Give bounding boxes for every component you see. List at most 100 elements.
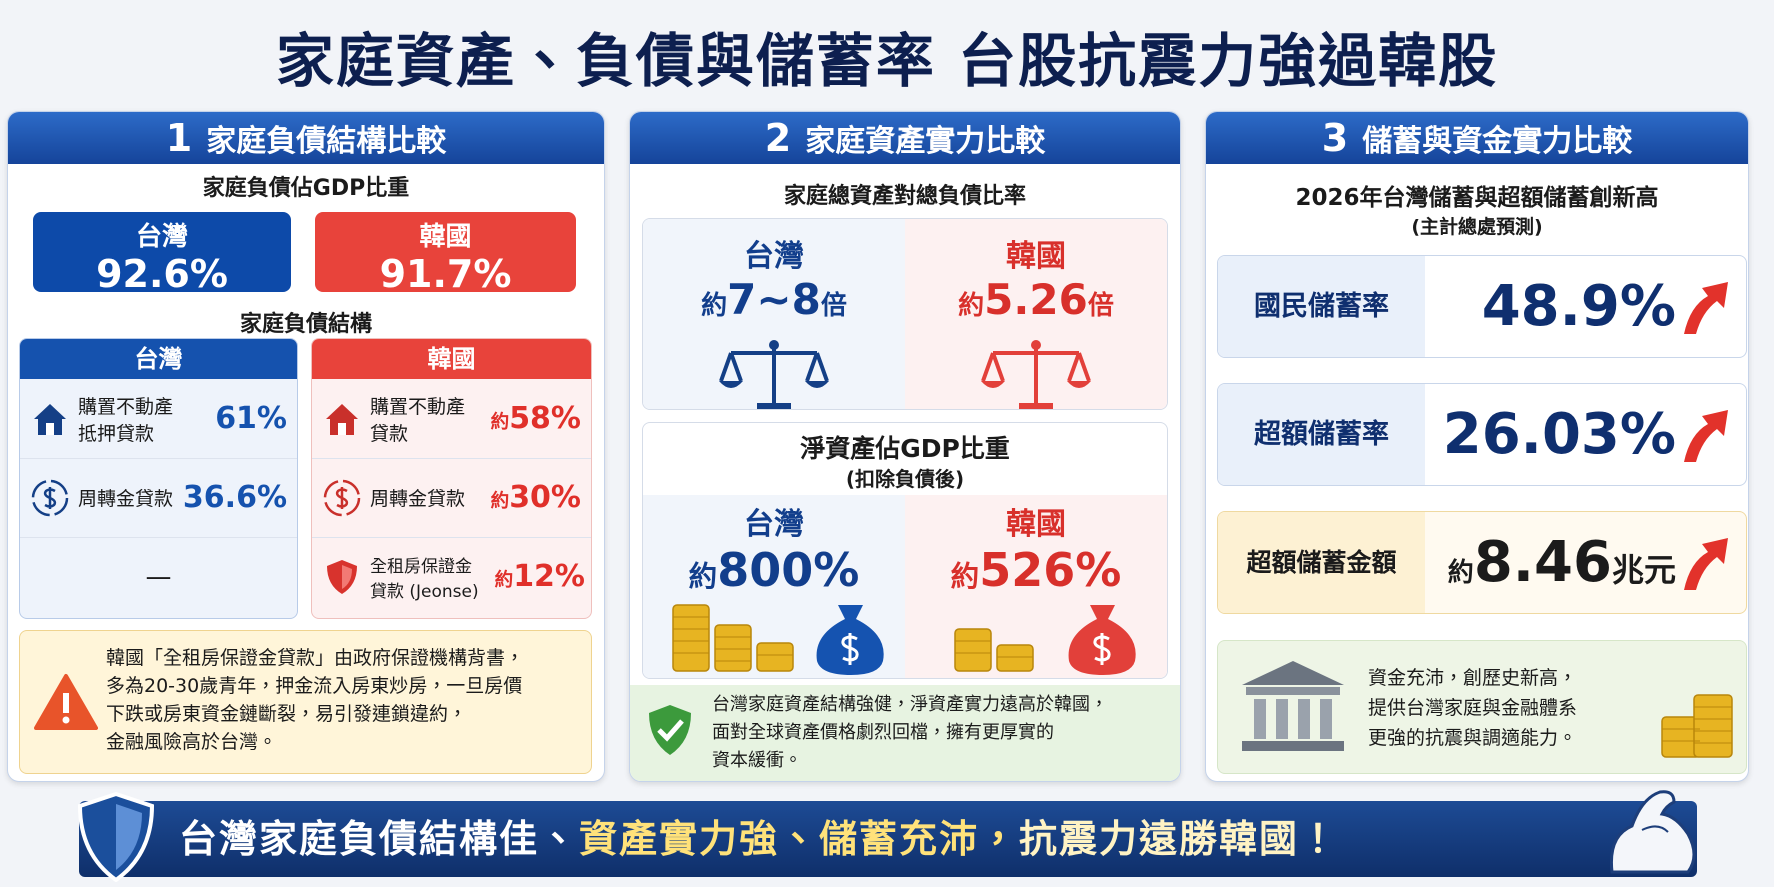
gdp-value: 92.6%: [96, 252, 228, 296]
dollar-icon: [31, 479, 69, 517]
value: 58%: [509, 401, 581, 436]
bank-icon: [1242, 661, 1344, 751]
column-header: 韓國: [312, 339, 591, 379]
value-prefix: 約: [701, 291, 728, 321]
page-title: 家庭資產、負債與儲蓄率 台股抗震力強過韓股: [275, 27, 1499, 95]
debt-item: 周轉金貸款 36.6%: [20, 458, 297, 538]
note-line: 台灣家庭資產結構強健，淨資產實力遠高於韓國，: [712, 694, 1108, 715]
ratio-value: 約5.26倍: [905, 275, 1167, 331]
savings-metric: 國民儲蓄率 48.9%: [1217, 255, 1747, 358]
value-prefix: 約: [490, 491, 510, 512]
value: 8.46: [1473, 530, 1612, 595]
note-line: 韓國「全租房保證金貸款」由政府保證機構背書，: [106, 647, 525, 669]
country: 台灣: [744, 239, 804, 274]
net-half: 韓國 約526%: [905, 495, 1167, 678]
item-label: —: [145, 561, 172, 592]
item-label: 貸款 (Jeonse): [370, 581, 479, 602]
metric-label: 超額儲蓄金額: [1218, 512, 1425, 613]
value: 30%: [509, 480, 581, 515]
coins-icon: [1661, 694, 1733, 758]
warning-icon: [34, 674, 98, 730]
coins-bag-icon: [954, 605, 1136, 675]
item-label: 貸款: [370, 422, 409, 445]
section-title: 家庭總資產對總負債比率: [783, 184, 1026, 209]
check-shield-icon: [649, 705, 691, 755]
note-line: 資本緩衝。: [712, 750, 802, 771]
item-value: 約58%: [491, 379, 581, 458]
value-prefix: 約: [490, 412, 510, 433]
column-header: 台灣: [20, 339, 297, 379]
note-text: 資金充沛，創歷史新高， 提供台灣家庭與金融體系 更強的抗震與調適能力。: [1368, 663, 1577, 753]
metric-label: 國民儲蓄率: [1218, 256, 1425, 357]
debt-item: —: [20, 537, 297, 616]
note-line: 金融風險高於台灣。: [106, 731, 278, 753]
metric-value: 26.03%: [1442, 402, 1676, 467]
dollar-icon: [323, 479, 361, 517]
note-line: 資金充沛，創歷史新高，: [1368, 667, 1578, 689]
value: 12%: [513, 559, 585, 594]
panel-savings: 3 儲蓄與資金實力比較 2026年台灣儲蓄與超額儲蓄創新高 (主計總處預測) 國民…: [1205, 111, 1749, 782]
banner-shield-icon: [77, 792, 155, 882]
house-icon: [34, 404, 66, 435]
savings-metric: 超額儲蓄金額 約8.46兆元: [1217, 511, 1747, 614]
section-subtitle: (主計總處預測): [1411, 216, 1543, 238]
note-line: 多為20-30歲青年，押金流入房東炒房，一旦房價: [106, 675, 523, 697]
panel-heading: 家庭負債結構比較: [206, 124, 447, 159]
metric-label: 超額儲蓄率: [1218, 384, 1425, 485]
ratio-half: 韓國 約5.26倍: [905, 219, 1167, 409]
net-assets-compare: 台灣 約800% 韓國 約526%: [643, 495, 1167, 678]
country: 韓國: [1006, 239, 1066, 274]
value-prefix: 約: [950, 560, 980, 593]
note-text: 韓國「全租房保證金貸款」由政府保證機構背書， 多為20-30歲青年，押金流入房東…: [106, 644, 524, 756]
value-suffix: 倍: [1087, 291, 1114, 321]
note-line: 提供台灣家庭與金融體系: [1368, 697, 1578, 719]
net-value: 約800%: [643, 543, 905, 604]
up-arrow-icon: [1684, 410, 1728, 462]
ratio-value: 約7~8倍: [643, 275, 905, 331]
value-prefix: 約: [958, 291, 985, 321]
item-value: 36.6%: [182, 480, 287, 515]
banner-segment: 抗震力遠勝韓國！: [1019, 817, 1340, 861]
ratio-half: 台灣 約7~8倍: [643, 219, 907, 409]
panel-number: 3: [1321, 116, 1349, 160]
coins-bag-icon: [672, 604, 884, 675]
section-title: 家庭負債佔GDP比重: [202, 176, 410, 201]
shield-icon: [327, 560, 357, 594]
panel-header: 1 家庭負債結構比較: [8, 112, 604, 164]
scales-icon: [981, 340, 1091, 409]
panel-header: 3 儲蓄與資金實力比較: [1206, 112, 1748, 164]
value-prefix: 約: [1447, 558, 1474, 588]
item-label: 購置不動產: [78, 395, 174, 418]
panel-assets: 2 家庭資產實力比較 家庭總資產對總負債比率 台灣 約7~8倍 韓國 約5.26倍…: [629, 111, 1181, 782]
net-assets-box: 淨資產佔GDP比重 (扣除負債後) 台灣 約800% 韓國 約526%: [642, 422, 1168, 679]
debt-item: 購置不動產 貸款 約58%: [312, 379, 591, 459]
structure-column: 韓國 購置不動產 貸款 約58% 周轉金貸款 約30% 全租房保證金 貸款 (Jeo…: [311, 338, 592, 619]
up-arrow-icon: [1684, 538, 1728, 590]
value: 526%: [979, 543, 1122, 597]
banner-segment: 台灣家庭負債結構佳、: [179, 817, 580, 861]
section-title: 家庭負債結構: [239, 312, 372, 337]
gdp-value: 91.7%: [379, 252, 512, 296]
note-text: 台灣家庭資產結構強健，淨資產實力遠高於韓國， 面對全球資產價格劇烈回檔，擁有更厚…: [712, 691, 1108, 775]
gdp-box: 韓國 91.7%: [315, 212, 576, 296]
country: 韓國: [419, 222, 472, 252]
value-prefix: 約: [494, 570, 514, 591]
section-subtitle: (扣除負債後): [845, 467, 965, 491]
panel-number: 1: [165, 116, 193, 160]
value-suffix: 倍: [820, 291, 847, 321]
note-line: 下跌或房東資金鏈斷裂，易引發連鎖違約，: [106, 703, 468, 725]
note-line: 更強的抗震與調適能力。: [1368, 727, 1578, 749]
savings-metric: 超額儲蓄率 26.03%: [1217, 383, 1747, 486]
value: 800%: [717, 543, 860, 597]
metric-value: 48.9%: [1481, 274, 1676, 339]
muscle-arm-icon: [1609, 790, 1696, 874]
house-icon: [326, 404, 358, 435]
panel-heading: 儲蓄與資金實力比較: [1362, 124, 1633, 159]
debt-item: 周轉金貸款 約30%: [312, 458, 591, 538]
warning-note: 韓國「全租房保證金貸款」由政府保證機構背書， 多為20-30歲青年，押金流入房東…: [19, 630, 592, 774]
item-label: 抵押貸款: [78, 422, 155, 445]
item-value: 約30%: [491, 458, 581, 537]
net-half: 台灣 約800%: [643, 495, 907, 678]
summary-note: 台灣家庭資產結構強健，淨資產實力遠高於韓國， 面對全球資產價格劇烈回檔，擁有更厚…: [630, 685, 1180, 781]
up-arrow-icon: [1684, 282, 1728, 334]
